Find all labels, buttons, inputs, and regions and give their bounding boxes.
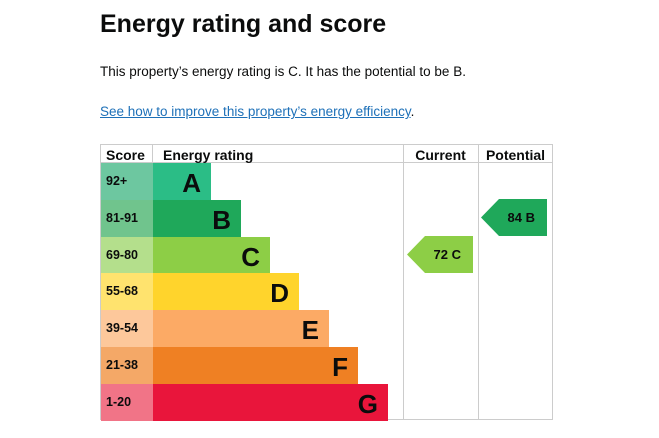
current-rating-arrow: 72 C [407, 236, 473, 273]
band-score: 69-80 [101, 236, 153, 274]
link-suffix: . [410, 104, 415, 119]
band-bar: G [153, 383, 388, 421]
rating-summary: This property’s energy rating is C. It h… [100, 64, 466, 79]
header-potential: Potential [478, 145, 553, 163]
band-score: 1-20 [101, 383, 153, 421]
header-energy-rating: Energy rating [153, 145, 403, 163]
band-bar: E [153, 310, 329, 348]
band-score: 55-68 [101, 273, 153, 311]
improve-efficiency-link[interactable]: See how to improve this property’s energ… [100, 104, 411, 119]
divider [152, 145, 153, 163]
band-score: 92+ [101, 163, 153, 200]
divider [403, 145, 404, 419]
improve-link-container: See how to improve this property’s energ… [100, 104, 414, 119]
band-score: 81-91 [101, 199, 153, 237]
band-bar: A [153, 163, 211, 200]
header-score: Score [101, 145, 153, 163]
page-title: Energy rating and score [100, 10, 387, 38]
potential-rating-arrow: 84 B [481, 199, 547, 236]
band-score: 39-54 [101, 310, 153, 348]
divider [478, 145, 479, 419]
header-current: Current [403, 145, 478, 163]
band-bar: D [153, 273, 299, 311]
band-score: 21-38 [101, 347, 153, 384]
band-bar: B [153, 199, 241, 237]
energy-rating-table: Score Energy rating Current Potential 92… [100, 144, 553, 421]
band-bar: C [153, 236, 270, 274]
band-bar: F [153, 347, 358, 384]
